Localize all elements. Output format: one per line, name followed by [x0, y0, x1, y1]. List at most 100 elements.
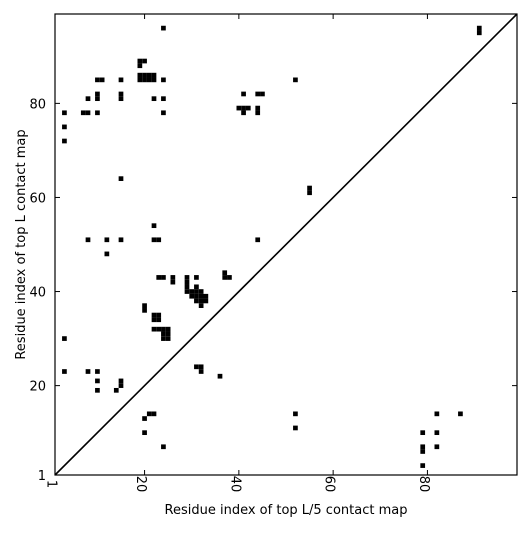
contact-cell [255, 110, 261, 116]
contact-cell [194, 298, 199, 304]
contact-cell [184, 275, 190, 280]
diagonal-line [54, 13, 518, 476]
contact-cell [95, 96, 100, 102]
contact-cell [156, 317, 162, 323]
contact-cell [203, 293, 209, 299]
contact-cell [151, 223, 157, 229]
contact-cell [104, 237, 110, 243]
contact-cell [146, 411, 152, 417]
contact-cell [95, 91, 100, 97]
contact-cell [137, 72, 143, 78]
contact-cell [241, 105, 246, 111]
contact-cell [227, 275, 232, 280]
contact-cell [137, 77, 143, 83]
y-axis-label: Residue index of top L contact map [14, 129, 29, 359]
x-tick-label: 60 [322, 476, 337, 493]
contact-cell [198, 369, 204, 374]
contact-cell [434, 444, 440, 450]
plot-frame [54, 13, 518, 476]
y-tick-label: 80 [29, 97, 46, 112]
contact-cell [85, 110, 91, 116]
contact-cell [95, 387, 100, 393]
contact-cell [151, 312, 157, 318]
contact-cell [198, 303, 204, 308]
contact-cell [255, 105, 261, 111]
contact-cell [203, 298, 209, 304]
contact-cell [151, 96, 157, 102]
contact-cell [255, 237, 261, 243]
contact-cell [161, 96, 166, 102]
contact-cell [241, 91, 246, 97]
contact-cell [236, 105, 242, 111]
contact-cell [156, 275, 162, 280]
x-tick-label: 80 [416, 476, 431, 493]
contact-cell [142, 308, 147, 313]
contact-cell [420, 430, 426, 436]
contact-cell [156, 237, 162, 243]
contact-cell [142, 416, 147, 421]
contact-cell [137, 58, 143, 64]
contact-cell [189, 293, 195, 299]
x-axis-label: Residue index of top L/5 contact map [165, 503, 408, 518]
contact-cell [146, 72, 152, 78]
x-tick-label: 40 [227, 476, 242, 493]
contact-cell [165, 331, 171, 337]
contact-cell [62, 369, 67, 374]
contact-cell [80, 110, 86, 116]
contact-cell [184, 279, 190, 285]
contact-cell [161, 336, 166, 341]
contact-cell [118, 96, 124, 102]
contact-cell [184, 289, 190, 294]
contact-cell [142, 72, 147, 78]
contact-cell [194, 293, 199, 299]
contact-cell [151, 72, 157, 78]
contact-cell [458, 411, 463, 417]
y-tick-label: 60 [29, 191, 46, 206]
contact-cell [151, 326, 157, 332]
x-tick-label: 1 [44, 480, 59, 488]
contact-cell [151, 237, 157, 243]
contact-cell [95, 378, 100, 384]
contact-cell [161, 326, 166, 332]
contact-cell [194, 284, 199, 290]
contact-cell [99, 77, 105, 83]
contact-cell [85, 96, 91, 102]
contact-cell [165, 326, 171, 332]
contact-cell [118, 383, 124, 388]
contact-cell [170, 279, 176, 285]
contact-cell [165, 336, 171, 341]
contact-cell [118, 91, 124, 97]
contact-cell [198, 364, 204, 370]
contact-cell [151, 411, 157, 417]
contact-cell [62, 336, 67, 341]
contact-cell [476, 30, 482, 36]
contact-cell [161, 444, 166, 450]
x-tick-label: 20 [133, 476, 148, 493]
contact-cell [241, 110, 246, 116]
contact-cell [62, 124, 67, 130]
contact-cell [307, 190, 312, 196]
contact-cell [95, 369, 100, 374]
y-tick-label: 40 [29, 286, 46, 301]
contact-cell [118, 378, 124, 384]
contact-cell [161, 331, 166, 337]
contact-cell [95, 77, 100, 83]
contact-cell [161, 25, 166, 31]
contact-cell [170, 275, 176, 280]
contact-cell [151, 317, 157, 323]
contact-cell [293, 411, 298, 417]
contact-cell [255, 91, 261, 97]
contact-cell [198, 298, 204, 304]
contact-cell [156, 312, 162, 318]
contact-cell [118, 176, 124, 181]
contact-cell [142, 77, 147, 83]
contact-cell [434, 430, 440, 436]
contact-cell [420, 463, 426, 468]
contact-cell [62, 138, 67, 144]
contact-cell [194, 289, 199, 294]
contact-cell [142, 58, 147, 64]
contact-cell [198, 293, 204, 299]
contact-cell [151, 77, 157, 83]
contact-cell [260, 91, 265, 97]
